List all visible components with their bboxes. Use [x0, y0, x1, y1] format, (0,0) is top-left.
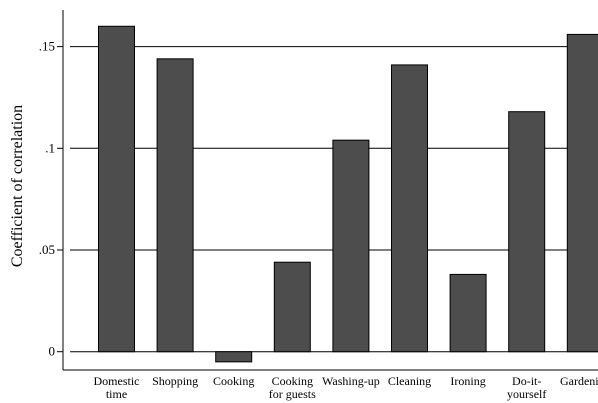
x-tick-label: Cooking [213, 374, 254, 388]
x-tick-label: time [106, 387, 127, 401]
bar [273, 261, 311, 353]
bar [215, 351, 253, 363]
bar [156, 58, 194, 353]
axes [57, 10, 598, 371]
bar [391, 64, 428, 353]
y-tick-label: .15 [39, 39, 55, 54]
x-tick-label: Washing-up [322, 374, 380, 388]
bar [449, 273, 487, 353]
x-tick-label: Cleaning [388, 374, 431, 388]
y-tick-label: .1 [45, 140, 55, 155]
bar [98, 25, 135, 353]
y-tick-label: 0 [49, 344, 56, 359]
x-tick-label: Cooking [272, 374, 313, 388]
x-tick-label: Do-it- [512, 374, 541, 388]
bar [566, 33, 598, 353]
x-tick-label: for guests [269, 387, 316, 401]
bar [508, 111, 546, 353]
bars [98, 25, 598, 363]
x-tick-label: Ironing [450, 374, 485, 388]
x-tick-label: Gardening [560, 374, 598, 388]
y-axis-title: Coefficient of correlation [9, 105, 26, 267]
x-tick-label: Shopping [152, 374, 198, 388]
x-tick-label: Domestic [94, 374, 140, 388]
bar [332, 139, 370, 353]
y-tick-label: .05 [39, 242, 55, 257]
x-tick-label: yourself [507, 387, 546, 401]
